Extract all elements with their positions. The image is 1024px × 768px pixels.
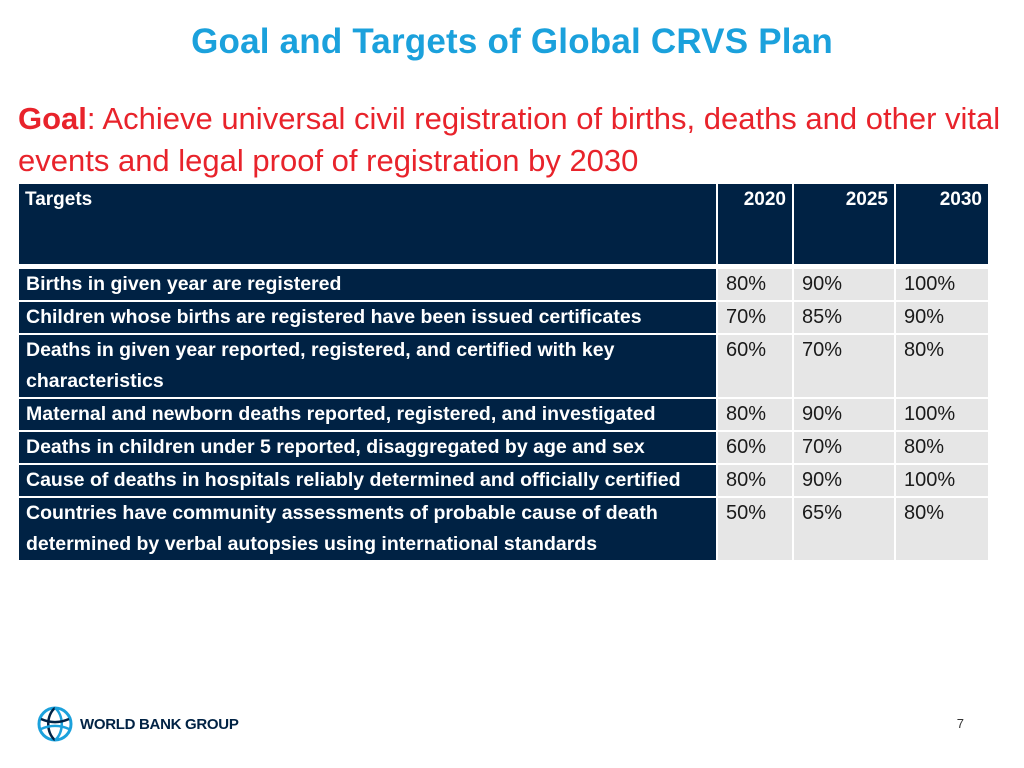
value-2020: 60% xyxy=(718,432,792,463)
value-2020: 50% xyxy=(718,498,792,560)
value-2025: 65% xyxy=(794,498,894,560)
target-label: Births in given year are registered xyxy=(19,269,716,300)
table-row: Cause of deaths in hospitals reliably de… xyxy=(19,465,988,496)
header-gap xyxy=(19,266,988,267)
value-2025: 85% xyxy=(794,302,894,333)
value-2020: 60% xyxy=(718,335,792,397)
value-2020: 80% xyxy=(718,465,792,496)
value-2025: 90% xyxy=(794,399,894,430)
value-2030: 80% xyxy=(896,432,988,463)
value-2025: 90% xyxy=(794,465,894,496)
table-row: Children whose births are registered hav… xyxy=(19,302,988,333)
brand-name: WORLD BANK GROUP xyxy=(80,715,239,733)
table-row: Countries have community assessments of … xyxy=(19,498,988,560)
table-row: Deaths in given year reported, registere… xyxy=(19,335,988,397)
targets-table: Targets 2020 2025 2030 Births in given y… xyxy=(17,182,990,562)
table-row: Deaths in children under 5 reported, dis… xyxy=(19,432,988,463)
value-2020: 80% xyxy=(718,269,792,300)
target-label: Deaths in children under 5 reported, dis… xyxy=(19,432,716,463)
target-label: Cause of deaths in hospitals reliably de… xyxy=(19,465,716,496)
table-row: Maternal and newborn deaths reported, re… xyxy=(19,399,988,430)
goal-text: : Achieve universal civil registration o… xyxy=(18,101,1001,178)
slide-title: Goal and Targets of Global CRVS Plan xyxy=(191,22,833,61)
value-2030: 100% xyxy=(896,269,988,300)
target-label: Countries have community assessments of … xyxy=(19,498,716,560)
value-2020: 70% xyxy=(718,302,792,333)
header-targets: Targets xyxy=(19,184,716,264)
table-header-row: Targets 2020 2025 2030 xyxy=(19,184,988,264)
goal-label: Goal xyxy=(18,101,87,136)
table-row: Births in given year are registered 80% … xyxy=(19,269,988,300)
value-2020: 80% xyxy=(718,399,792,430)
value-2030: 90% xyxy=(896,302,988,333)
target-label: Deaths in given year reported, registere… xyxy=(19,335,716,397)
value-2030: 100% xyxy=(896,399,988,430)
value-2030: 80% xyxy=(896,498,988,560)
value-2025: 90% xyxy=(794,269,894,300)
value-2025: 70% xyxy=(794,432,894,463)
target-label: Children whose births are registered hav… xyxy=(19,302,716,333)
world-bank-logo: WORLD BANK GROUP xyxy=(36,704,239,744)
header-2020: 2020 xyxy=(718,184,792,264)
page-number: 7 xyxy=(956,716,964,731)
globe-icon xyxy=(37,706,73,742)
value-2025: 70% xyxy=(794,335,894,397)
header-2025: 2025 xyxy=(794,184,894,264)
value-2030: 100% xyxy=(896,465,988,496)
header-2030: 2030 xyxy=(896,184,988,264)
target-label: Maternal and newborn deaths reported, re… xyxy=(19,399,716,430)
value-2030: 80% xyxy=(896,335,988,397)
goal-statement: Goal: Achieve universal civil registrati… xyxy=(18,98,1008,182)
